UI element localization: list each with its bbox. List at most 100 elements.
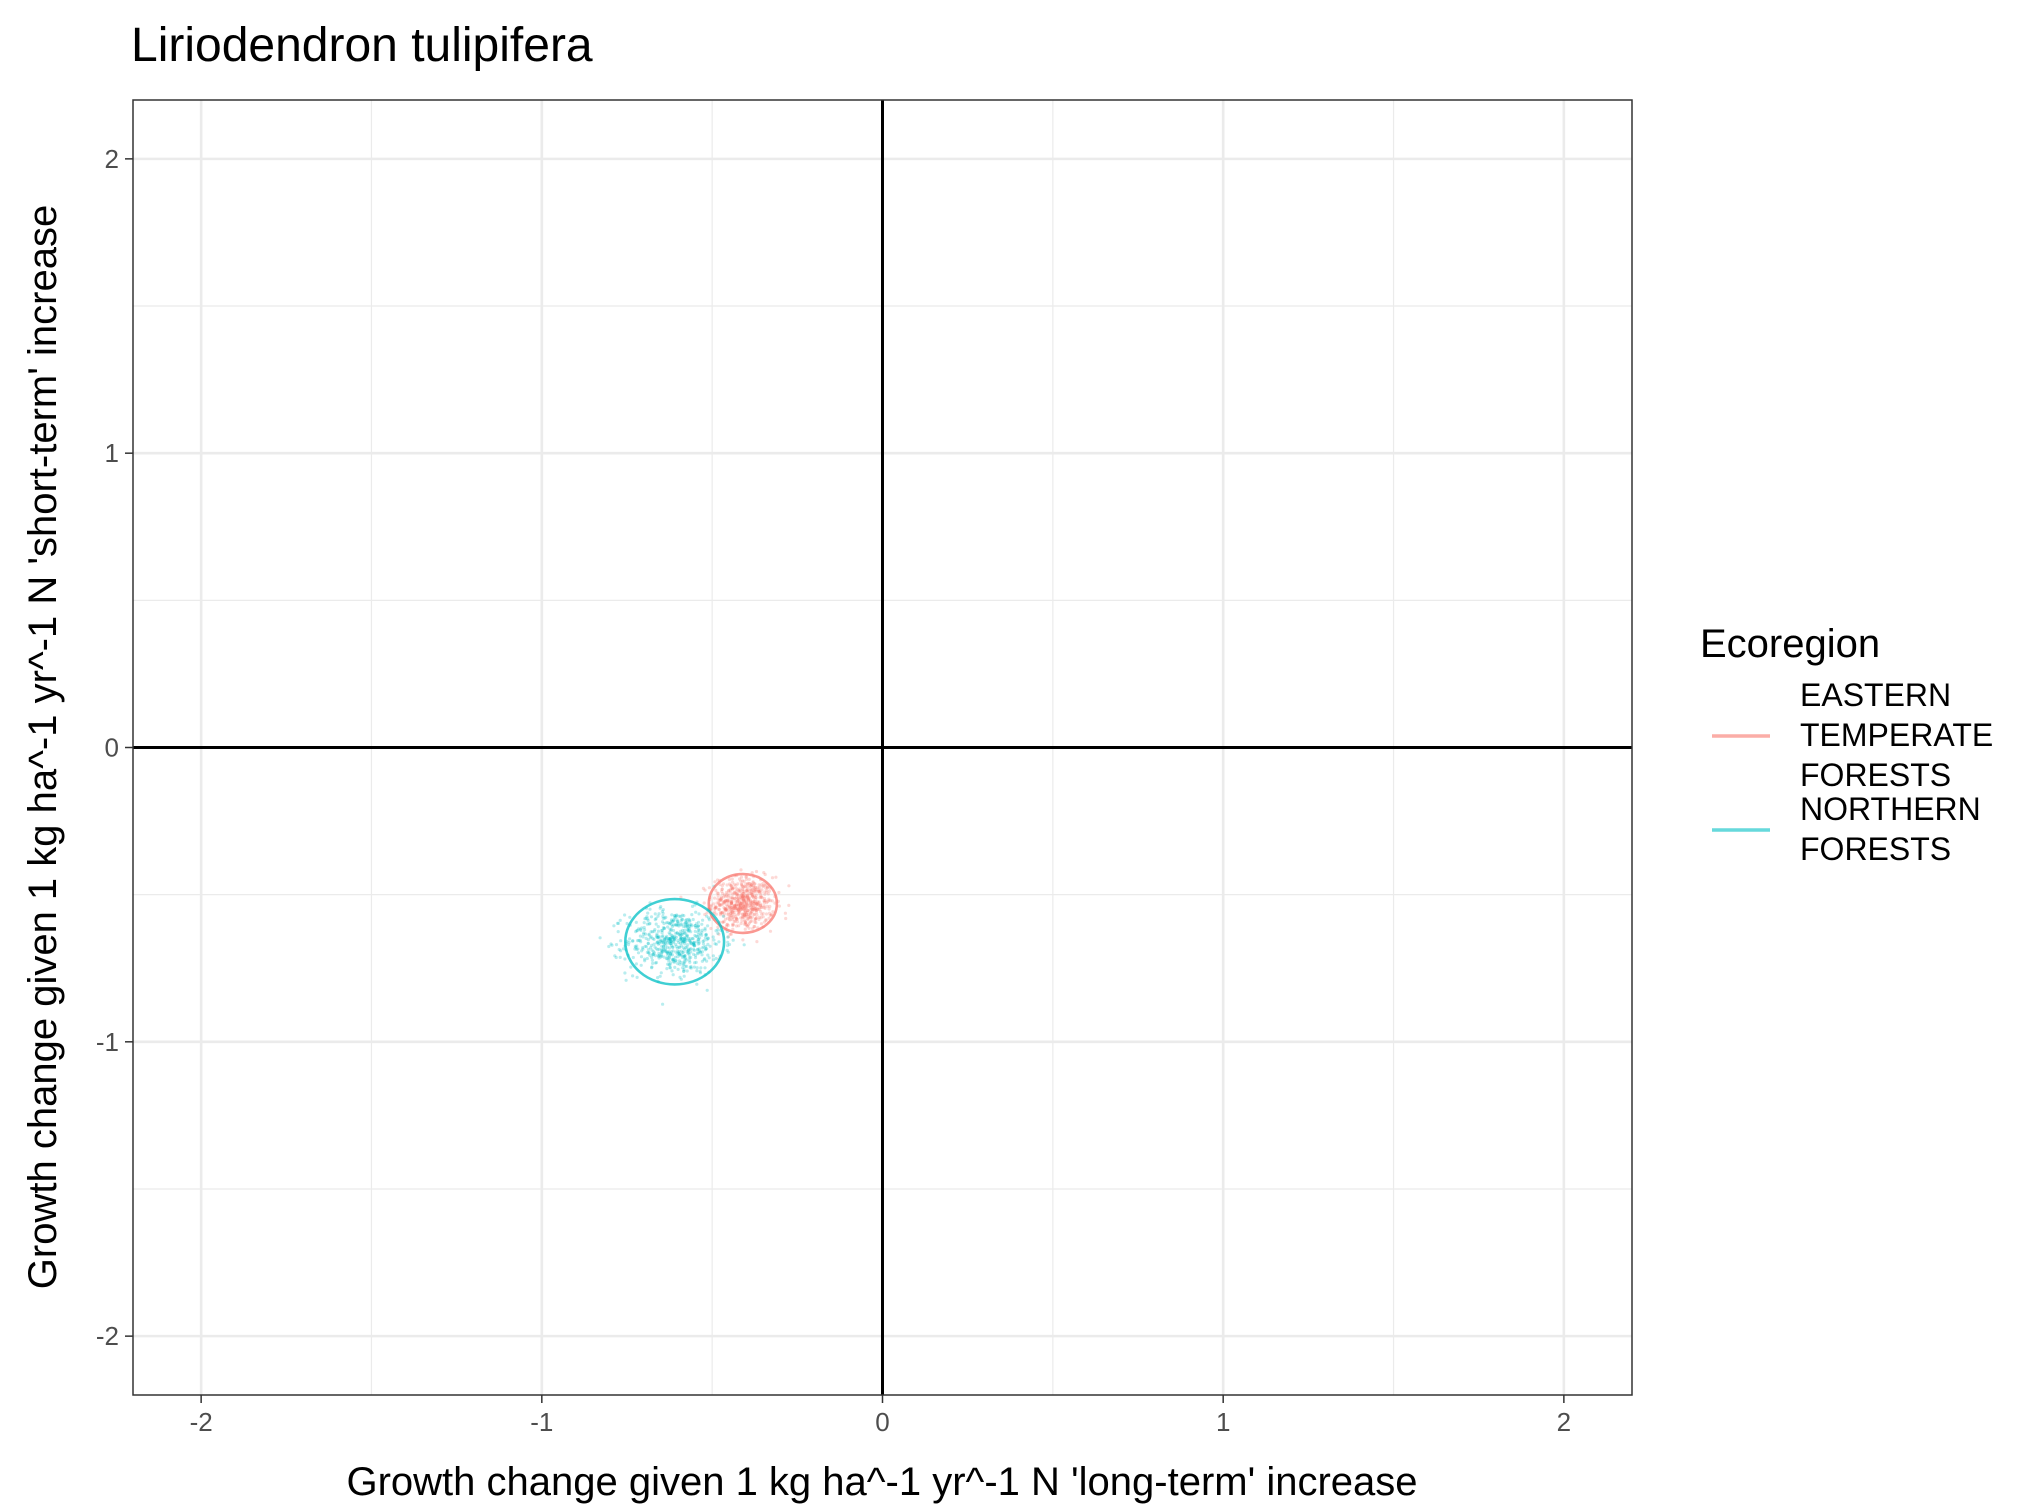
data-point xyxy=(757,891,761,895)
data-point xyxy=(697,912,701,916)
data-point xyxy=(652,951,657,955)
data-point xyxy=(717,940,721,944)
data-point xyxy=(767,911,772,915)
data-point xyxy=(732,910,736,915)
data-point xyxy=(684,945,688,950)
data-point xyxy=(628,937,632,941)
data-point xyxy=(754,906,758,910)
data-point xyxy=(660,950,664,954)
data-point xyxy=(753,889,757,893)
data-point xyxy=(722,893,727,897)
data-point xyxy=(662,942,666,946)
data-point xyxy=(749,889,753,893)
data-point xyxy=(670,924,675,929)
data-point xyxy=(766,885,770,889)
y-axis: -2 -1 0 1 2 xyxy=(96,144,133,1351)
data-point xyxy=(661,939,665,943)
data-point xyxy=(727,905,732,910)
data-point xyxy=(720,889,724,893)
data-point xyxy=(756,888,760,892)
data-point xyxy=(713,907,717,911)
data-point xyxy=(670,919,674,923)
data-point xyxy=(682,969,686,973)
data-point xyxy=(736,893,741,897)
data-point xyxy=(754,900,758,905)
data-point xyxy=(687,956,692,960)
data-point xyxy=(682,939,686,944)
data-point xyxy=(673,965,677,970)
data-point xyxy=(756,902,760,907)
data-point xyxy=(650,966,654,970)
data-point xyxy=(717,899,721,903)
data-point xyxy=(757,890,762,894)
data-point xyxy=(767,899,771,903)
data-point xyxy=(685,923,690,927)
series-ellipse-1 xyxy=(623,897,726,986)
data-point xyxy=(613,954,617,958)
data-point xyxy=(740,906,745,910)
data-point xyxy=(742,879,746,884)
data-point xyxy=(729,896,733,900)
data-point xyxy=(718,898,722,902)
data-point xyxy=(744,901,748,905)
data-point xyxy=(679,949,684,953)
data-point xyxy=(741,897,745,901)
data-point xyxy=(746,912,751,916)
data-point xyxy=(713,906,717,910)
data-point xyxy=(725,948,729,952)
data-point xyxy=(739,895,743,899)
data-point xyxy=(667,922,672,926)
data-point xyxy=(655,933,659,938)
data-point xyxy=(771,910,775,914)
data-point xyxy=(692,941,696,945)
data-point xyxy=(726,935,731,939)
data-point xyxy=(647,922,651,926)
data-point xyxy=(723,900,727,904)
data-point xyxy=(694,910,698,914)
data-point xyxy=(697,939,701,944)
data-point xyxy=(725,907,729,911)
data-point xyxy=(631,955,635,960)
data-point xyxy=(767,907,771,911)
data-point xyxy=(709,904,713,908)
data-point xyxy=(663,940,667,944)
data-point xyxy=(714,929,718,933)
data-point xyxy=(644,916,648,921)
data-point xyxy=(742,904,746,908)
data-point xyxy=(713,896,717,900)
data-point xyxy=(741,912,745,916)
data-point xyxy=(696,924,701,928)
data-point xyxy=(689,942,693,946)
data-point xyxy=(752,912,757,916)
data-point xyxy=(676,967,680,972)
data-points xyxy=(598,868,791,1006)
data-point xyxy=(716,928,720,932)
data-point xyxy=(623,971,627,975)
y-axis-title: Growth change given 1 kg ha^-1 yr^-1 N '… xyxy=(21,205,65,1289)
data-point xyxy=(672,938,677,942)
data-point xyxy=(757,883,761,887)
data-point xyxy=(691,947,696,951)
data-point xyxy=(627,940,631,944)
data-point xyxy=(706,953,710,957)
data-point xyxy=(742,911,747,915)
data-point xyxy=(739,875,744,879)
data-point xyxy=(731,923,736,927)
data-point xyxy=(713,910,717,914)
ellipses xyxy=(623,872,779,986)
data-point xyxy=(762,899,766,903)
data-point xyxy=(661,908,665,912)
data-point xyxy=(749,916,753,920)
data-point xyxy=(653,918,657,922)
data-point xyxy=(654,935,659,939)
data-point xyxy=(735,900,739,904)
data-point xyxy=(673,914,677,918)
data-point xyxy=(700,953,704,957)
data-point xyxy=(750,907,754,911)
data-point xyxy=(734,889,738,894)
data-point xyxy=(678,962,682,966)
data-point xyxy=(653,945,657,949)
data-point xyxy=(737,924,741,928)
data-point xyxy=(737,888,741,893)
data-point xyxy=(744,901,748,905)
